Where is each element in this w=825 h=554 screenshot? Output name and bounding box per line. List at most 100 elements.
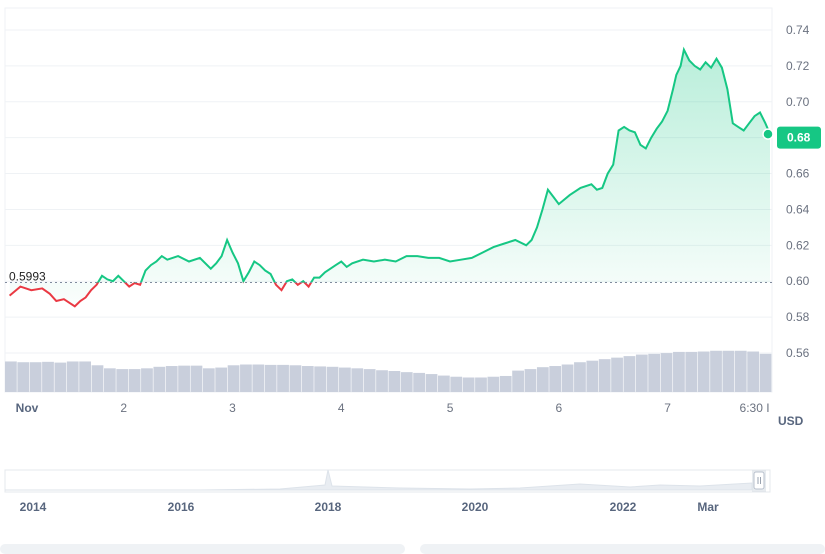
- y-tick-label: 0.58: [786, 310, 810, 324]
- volume-bar: [29, 362, 42, 392]
- volume-bar: [339, 367, 351, 392]
- volume-bar: [240, 364, 252, 392]
- volume-bar: [376, 370, 388, 392]
- volume-bar: [91, 365, 104, 392]
- volume-bar: [54, 362, 67, 392]
- volume-bar: [536, 367, 549, 392]
- volume-bar: [79, 361, 91, 392]
- navigator-label: 2020: [462, 500, 489, 514]
- x-axis: Nov 2 3 4 5 6 7 6:30 I: [16, 401, 770, 415]
- navigator-label: 2022: [610, 500, 637, 514]
- current-price-label: 0.68: [787, 131, 811, 145]
- volume-bar: [264, 364, 277, 392]
- volume-bar: [425, 374, 438, 392]
- y-tick-label: 0.60: [786, 274, 810, 288]
- volume-bar: [561, 364, 574, 392]
- navigator-label: 2018: [315, 500, 342, 514]
- volume-bar: [252, 364, 265, 392]
- current-price-dot[interactable]: [762, 128, 774, 140]
- current-price-badge: [777, 126, 821, 149]
- volume-bar: [673, 351, 685, 392]
- volume-bar: [475, 377, 487, 392]
- y-tick-label: 0.70: [786, 95, 810, 109]
- volume-bar: [759, 353, 772, 392]
- volume-bar: [165, 366, 178, 392]
- volume-bar: [586, 360, 599, 392]
- y-tick-label: 0.56: [786, 346, 810, 360]
- volume-bar: [128, 369, 141, 392]
- volume-bar: [747, 351, 760, 392]
- volume-bar: [598, 359, 611, 392]
- navigator-handle[interactable]: [753, 471, 765, 490]
- volume-bar: [685, 351, 698, 392]
- volume-bar: [660, 353, 673, 392]
- x-tick-label: 4: [338, 401, 345, 415]
- volume-bars: [5, 350, 772, 392]
- volume-bar: [635, 354, 648, 392]
- currency-unit-label: USD: [778, 414, 804, 428]
- volume-bar: [178, 365, 190, 392]
- x-tick-label: 2: [120, 401, 127, 415]
- volume-bar: [462, 377, 475, 392]
- x-tick-label: 6:30 I: [740, 401, 770, 415]
- price-line-up: [96, 46, 771, 283]
- volume-bar: [141, 368, 153, 392]
- navigator[interactable]: 2014 2016 2018 2020 2022 Mar: [4, 469, 771, 514]
- price-area: [9, 49, 771, 307]
- volume-bar: [574, 362, 586, 392]
- y-tick-label: 0.74: [786, 23, 810, 37]
- volume-bar: [623, 356, 636, 392]
- volume-bar: [202, 368, 215, 392]
- y-tick-label: 0.62: [786, 238, 810, 252]
- volume-bar: [363, 369, 376, 392]
- volume-bar: [277, 364, 289, 392]
- volume-bar: [400, 372, 413, 392]
- navigator-label: 2016: [168, 500, 195, 514]
- volume-bar: [17, 362, 30, 392]
- volume-bar: [326, 366, 339, 392]
- volume-bar: [351, 368, 364, 392]
- volume-bar: [611, 357, 623, 392]
- volume-bar: [549, 366, 562, 392]
- volume-bar: [103, 368, 116, 392]
- y-tick-label: 0.64: [786, 202, 810, 216]
- volume-bar: [190, 365, 203, 392]
- volume-bar: [450, 376, 463, 392]
- x-tick-label: 3: [229, 401, 236, 415]
- volume-bar: [66, 361, 79, 392]
- volume-bar: [437, 375, 450, 392]
- x-tick-label: 5: [447, 401, 454, 415]
- volume-bar: [388, 371, 401, 392]
- volume-bar: [524, 369, 537, 392]
- bottom-card-right: [420, 544, 825, 554]
- volume-bar: [301, 366, 314, 392]
- volume-bar: [5, 361, 17, 392]
- volume-bar: [487, 376, 500, 392]
- volume-bar: [289, 365, 302, 392]
- volume-bar: [227, 365, 240, 392]
- volume-bar: [512, 370, 524, 392]
- volume-bar: [734, 350, 747, 392]
- volume-bar: [42, 361, 54, 392]
- navigator-label: Mar: [697, 500, 719, 514]
- volume-bar: [648, 353, 661, 392]
- x-tick-label: 7: [664, 401, 671, 415]
- bottom-card-left: [0, 544, 405, 554]
- navigator-sparkline: [5, 469, 753, 491]
- x-tick-label: 6: [555, 401, 562, 415]
- volume-bar: [153, 366, 166, 392]
- x-tick-label: Nov: [16, 401, 39, 415]
- y-tick-label: 0.66: [786, 167, 810, 181]
- volume-bar: [710, 350, 722, 392]
- y-tick-label: 0.72: [786, 59, 810, 73]
- volume-bar: [722, 350, 735, 392]
- y-axis: 0.74 0.72 0.70 0.68 0.66 0.64 0.62 0.60 0.58 0.56: [786, 23, 810, 360]
- price-line-down: [8, 282, 313, 308]
- volume-bar: [314, 366, 327, 392]
- volume-bar: [413, 372, 426, 392]
- volume-bar: [499, 375, 512, 392]
- reference-label: 0.5993: [9, 269, 46, 283]
- grid: [5, 29, 772, 354]
- volume-bar: [215, 367, 228, 392]
